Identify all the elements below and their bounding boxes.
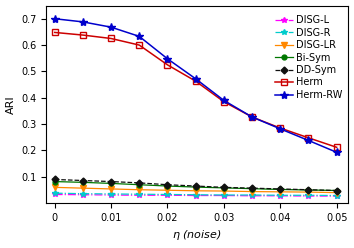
DISG-L bbox=[137, 194, 141, 197]
DD-Sym bbox=[109, 180, 113, 183]
Bi-Sym bbox=[250, 187, 254, 190]
DD-Sym bbox=[137, 181, 141, 184]
DISG-R bbox=[109, 192, 113, 195]
DISG-R bbox=[335, 194, 339, 197]
Herm bbox=[194, 80, 198, 83]
DISG-R bbox=[165, 193, 170, 196]
DD-Sym bbox=[250, 187, 254, 190]
DD-Sym bbox=[306, 188, 310, 191]
Herm-RW bbox=[137, 35, 141, 38]
Herm bbox=[306, 136, 310, 139]
DISG-R bbox=[194, 193, 198, 196]
Herm bbox=[109, 37, 113, 40]
Line: DD-Sym: DD-Sym bbox=[52, 177, 339, 193]
Herm-RW bbox=[335, 151, 339, 154]
DISG-LR bbox=[306, 191, 310, 194]
Line: DISG-LR: DISG-LR bbox=[52, 185, 339, 195]
DISG-LR bbox=[137, 188, 141, 191]
DISG-LR bbox=[165, 189, 170, 192]
Herm-RW bbox=[250, 116, 254, 119]
Herm bbox=[81, 33, 85, 36]
Bi-Sym bbox=[278, 188, 282, 191]
Herm-RW bbox=[278, 127, 282, 130]
DISG-R bbox=[137, 193, 141, 196]
DISG-L bbox=[222, 194, 226, 197]
Herm bbox=[335, 146, 339, 149]
DISG-LR bbox=[81, 187, 85, 190]
DISG-LR bbox=[250, 190, 254, 193]
DISG-LR bbox=[278, 190, 282, 193]
DISG-R bbox=[81, 192, 85, 195]
Herm bbox=[250, 116, 254, 119]
Line: Bi-Sym: Bi-Sym bbox=[52, 179, 339, 193]
Line: DISG-R: DISG-R bbox=[52, 190, 339, 198]
Y-axis label: ARI: ARI bbox=[6, 95, 16, 114]
DISG-LR bbox=[222, 189, 226, 192]
Bi-Sym bbox=[81, 181, 85, 184]
DD-Sym bbox=[52, 178, 57, 181]
DISG-R bbox=[52, 192, 57, 195]
DD-Sym bbox=[165, 183, 170, 186]
DD-Sym bbox=[278, 187, 282, 190]
Line: Herm-RW: Herm-RW bbox=[51, 15, 341, 156]
Herm bbox=[52, 31, 57, 34]
DISG-L bbox=[278, 194, 282, 197]
Bi-Sym bbox=[137, 183, 141, 186]
Herm-RW bbox=[165, 57, 170, 60]
DISG-R bbox=[278, 194, 282, 197]
Legend: DISG-L, DISG-R, DISG-LR, Bi-Sym, DD-Sym, Herm, Herm-RW: DISG-L, DISG-R, DISG-LR, Bi-Sym, DD-Sym,… bbox=[274, 14, 343, 101]
DISG-R bbox=[250, 193, 254, 196]
DD-Sym bbox=[222, 186, 226, 189]
DD-Sym bbox=[194, 185, 198, 187]
Herm bbox=[278, 126, 282, 129]
DISG-L bbox=[109, 193, 113, 196]
X-axis label: $\eta$ (noise): $\eta$ (noise) bbox=[172, 228, 222, 243]
Herm-RW bbox=[52, 17, 57, 20]
Bi-Sym bbox=[165, 185, 170, 187]
DISG-L bbox=[306, 195, 310, 198]
Herm-RW bbox=[222, 99, 226, 102]
DISG-L bbox=[250, 194, 254, 197]
DISG-LR bbox=[194, 189, 198, 192]
Bi-Sym bbox=[222, 186, 226, 189]
Line: Herm: Herm bbox=[52, 30, 339, 150]
Herm-RW bbox=[109, 26, 113, 29]
DISG-L bbox=[165, 194, 170, 197]
DD-Sym bbox=[335, 189, 339, 192]
DISG-LR bbox=[52, 186, 57, 189]
DISG-LR bbox=[109, 187, 113, 190]
Herm bbox=[165, 63, 170, 66]
Line: DISG-L: DISG-L bbox=[52, 192, 339, 199]
Bi-Sym bbox=[306, 188, 310, 191]
Bi-Sym bbox=[194, 186, 198, 188]
DISG-L bbox=[52, 193, 57, 196]
Herm bbox=[137, 44, 141, 47]
Herm-RW bbox=[306, 139, 310, 142]
Bi-Sym bbox=[109, 182, 113, 185]
DISG-LR bbox=[335, 191, 339, 194]
DISG-L bbox=[194, 194, 198, 197]
Bi-Sym bbox=[335, 189, 339, 192]
DISG-R bbox=[306, 194, 310, 197]
Herm-RW bbox=[194, 77, 198, 80]
DISG-L bbox=[335, 195, 339, 198]
DISG-L bbox=[81, 193, 85, 196]
DD-Sym bbox=[81, 179, 85, 182]
Bi-Sym bbox=[52, 180, 57, 183]
Herm bbox=[222, 100, 226, 103]
DISG-R bbox=[222, 193, 226, 196]
Herm-RW bbox=[81, 20, 85, 23]
